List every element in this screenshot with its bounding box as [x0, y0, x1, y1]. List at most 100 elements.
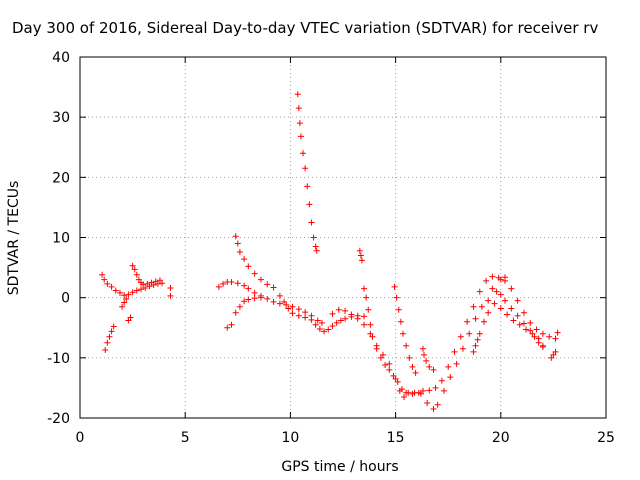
data-point — [337, 317, 344, 324]
data-point — [121, 299, 128, 306]
data-point — [357, 252, 364, 259]
x-tick-label: 20 — [492, 430, 510, 446]
data-point — [373, 345, 380, 352]
data-point — [367, 321, 374, 328]
data-point — [527, 319, 534, 326]
data-point — [430, 405, 437, 412]
data-point — [306, 201, 313, 208]
data-point — [316, 325, 323, 332]
data-point — [241, 256, 248, 263]
y-tick-label: -10 — [47, 351, 70, 367]
data-point — [466, 330, 473, 337]
data-point — [504, 311, 511, 318]
data-point — [232, 233, 239, 240]
data-point — [539, 344, 546, 351]
data-point — [398, 386, 405, 393]
data-point — [285, 305, 292, 312]
data-point — [552, 348, 559, 355]
x-tick-label: 0 — [76, 430, 85, 446]
data-point — [510, 317, 517, 324]
data-point — [300, 150, 307, 157]
data-point — [348, 311, 355, 318]
data-point — [457, 333, 464, 340]
data-point — [423, 357, 430, 364]
y-tick-label: 20 — [52, 170, 70, 186]
data-point — [99, 271, 106, 278]
data-point — [296, 120, 303, 127]
data-point — [129, 262, 136, 269]
data-point — [409, 390, 416, 397]
data-point — [131, 266, 138, 273]
data-point — [508, 305, 515, 312]
data-point — [148, 279, 155, 286]
data-series — [99, 271, 174, 299]
data-point — [313, 247, 320, 254]
data-point — [445, 363, 452, 370]
data-point — [403, 389, 410, 396]
data-point — [295, 105, 302, 112]
data-point — [523, 326, 530, 333]
y-tick-label: 40 — [52, 50, 70, 66]
data-point — [125, 317, 132, 324]
data-series — [497, 274, 509, 283]
data-points — [99, 91, 561, 412]
data-point — [531, 333, 538, 340]
data-point — [394, 378, 401, 385]
data-point — [133, 271, 140, 278]
data-point — [497, 305, 504, 312]
data-point — [241, 282, 248, 289]
data-point — [159, 280, 166, 287]
data-point — [308, 316, 315, 323]
data-series — [356, 247, 365, 264]
data-point — [406, 354, 413, 361]
data-point — [502, 274, 509, 281]
data-point — [342, 307, 349, 314]
data-point — [236, 248, 243, 255]
x-tick-label: 15 — [387, 430, 405, 446]
data-point — [356, 247, 363, 254]
data-point — [464, 318, 471, 325]
data-point — [112, 287, 119, 294]
data-point — [382, 362, 389, 369]
data-point — [485, 297, 492, 304]
data-point — [135, 276, 142, 283]
data-point — [304, 183, 311, 190]
data-point — [133, 287, 140, 294]
data-point — [251, 289, 258, 296]
data-point — [476, 288, 483, 295]
data-point — [104, 280, 111, 287]
data-point — [228, 279, 235, 286]
data-point — [554, 329, 561, 336]
data-point — [312, 321, 319, 328]
data-point — [472, 315, 479, 322]
y-tick-label: 30 — [52, 110, 70, 126]
data-point — [403, 342, 410, 349]
x-tick-label: 25 — [597, 430, 615, 446]
data-point — [361, 313, 368, 320]
data-series — [470, 309, 492, 355]
data-point — [412, 369, 419, 376]
data-point — [129, 289, 136, 296]
data-point — [295, 312, 302, 319]
data-point — [234, 280, 241, 287]
data-point — [264, 295, 271, 302]
data-point — [539, 330, 546, 337]
data-point — [110, 323, 117, 330]
data-point — [390, 372, 397, 379]
x-tick-label: 5 — [181, 430, 190, 446]
data-point — [119, 303, 126, 310]
data-point — [514, 297, 521, 304]
data-point — [447, 374, 454, 381]
data-point — [489, 273, 496, 280]
data-point — [472, 342, 479, 349]
data-point — [491, 300, 498, 307]
data-series — [391, 283, 419, 376]
data-point — [321, 328, 328, 335]
data-point — [325, 326, 332, 333]
data-point — [251, 270, 258, 277]
data-point — [335, 306, 342, 313]
data-point — [529, 330, 536, 337]
data-point — [440, 387, 447, 394]
data-series — [294, 91, 320, 254]
data-point — [257, 294, 264, 301]
